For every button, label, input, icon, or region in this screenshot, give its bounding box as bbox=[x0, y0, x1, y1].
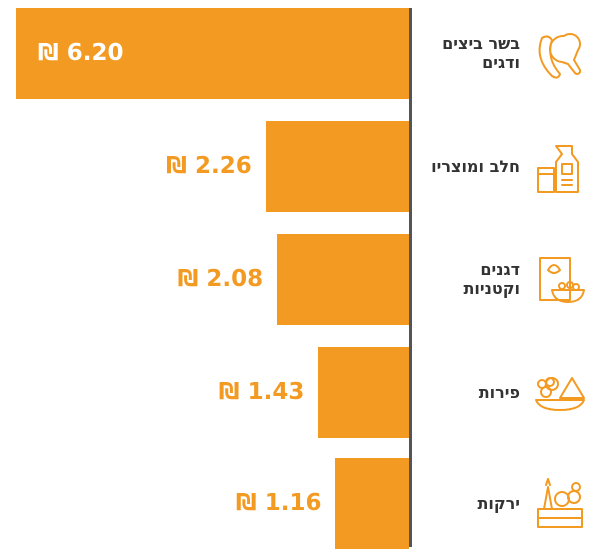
value-label: ₪ 6.20 bbox=[37, 40, 124, 66]
value-label: ₪ 1.43 bbox=[218, 379, 305, 405]
category-label: פירות bbox=[478, 382, 520, 402]
category-label: ירקות bbox=[477, 493, 520, 513]
bar bbox=[277, 234, 409, 325]
bar bbox=[318, 347, 409, 438]
bar bbox=[335, 458, 409, 549]
value-label: ₪ 2.08 bbox=[177, 266, 264, 292]
category-label: דגנים וקטניות bbox=[463, 260, 520, 298]
category-label: בשר ביצים ודגים bbox=[442, 34, 520, 72]
grains-icon bbox=[539, 257, 585, 303]
bar bbox=[15, 8, 409, 99]
value-label: ₪ 2.26 bbox=[166, 153, 252, 179]
axis-line bbox=[409, 8, 412, 547]
value-label: ₪ 1.16 bbox=[235, 490, 322, 516]
fruit-icon bbox=[535, 376, 585, 411]
category-label: חלב ומוצריו bbox=[431, 156, 520, 176]
meat-icon bbox=[538, 33, 582, 79]
bar bbox=[265, 121, 409, 212]
vegetables-icon bbox=[537, 478, 583, 528]
dairy-icon bbox=[537, 145, 579, 193]
